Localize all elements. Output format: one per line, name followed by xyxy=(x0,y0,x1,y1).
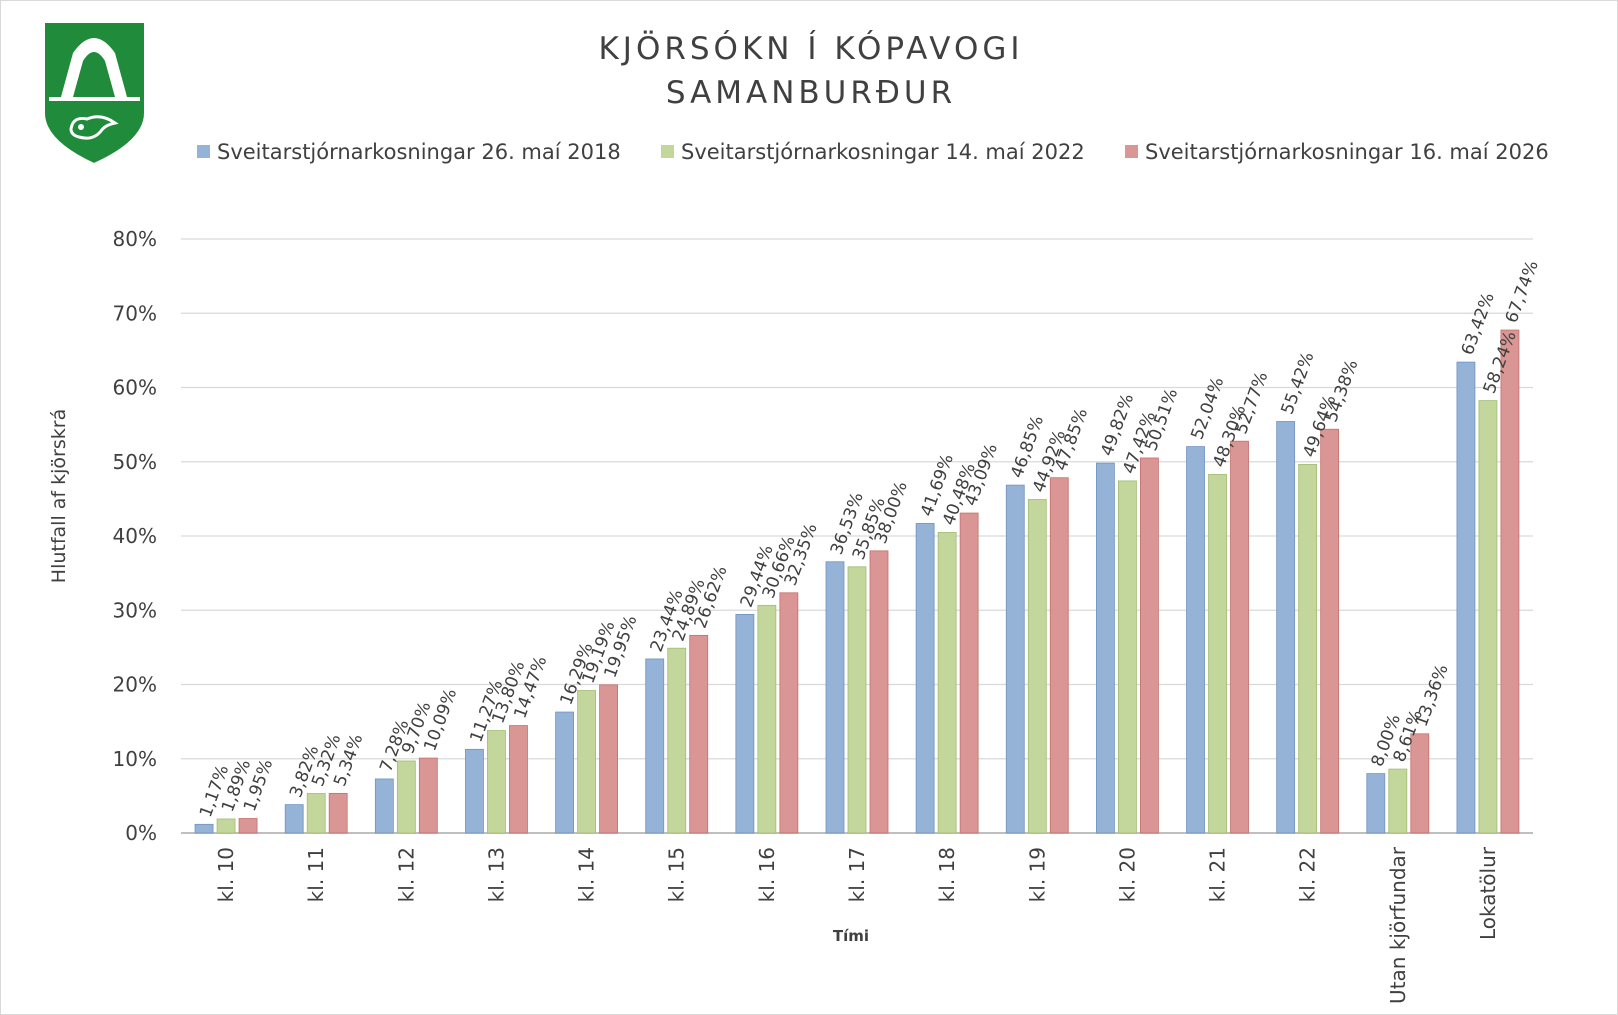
bar xyxy=(194,823,214,834)
x-tick-label: kl. 18 xyxy=(935,847,959,902)
y-tick-label: 10% xyxy=(113,747,157,771)
bar xyxy=(645,658,665,834)
bar xyxy=(306,793,326,834)
x-tick-label: kl. 19 xyxy=(1025,847,1049,902)
x-tick-label: kl. 14 xyxy=(575,847,599,902)
legend-swatch-2022 xyxy=(661,145,674,158)
x-tick-label: kl. 21 xyxy=(1206,847,1230,902)
bar xyxy=(1230,440,1249,834)
bar xyxy=(1186,446,1205,834)
bar xyxy=(509,725,528,834)
x-tick-label: Utan kjörfundar xyxy=(1386,846,1410,1004)
x-tick-label: kl. 13 xyxy=(484,847,508,902)
bar xyxy=(555,711,574,834)
x-tick-label: kl. 12 xyxy=(394,847,418,902)
x-tick-label: Lokatölur xyxy=(1476,846,1500,940)
y-axis-title: Hlutfall af kjörskrá xyxy=(48,409,70,583)
data-label: 54,38% xyxy=(1322,357,1363,425)
bar xyxy=(238,818,258,834)
bar xyxy=(418,757,438,834)
bar xyxy=(1118,480,1137,834)
bar xyxy=(1049,477,1069,834)
data-labels: 1,17%1,89%1,95% 3,82%5,32%5,34% 7,28%9,70%… xyxy=(196,258,1543,820)
y-tick-label: 80% xyxy=(113,227,157,251)
bar xyxy=(1140,457,1159,834)
bar xyxy=(689,634,709,834)
bar xyxy=(1500,329,1520,834)
x-tick-label: kl. 22 xyxy=(1296,847,1320,902)
bar xyxy=(1027,499,1047,834)
data-label: 13,36% xyxy=(1412,662,1453,730)
bar xyxy=(869,550,889,834)
chart-title-line-2: SAMANBURÐUR xyxy=(666,75,956,111)
legend: Sveitarstjórnarkosningar 26. maí 2018 Sv… xyxy=(197,140,1549,164)
bars xyxy=(194,329,1520,834)
y-tick-label: 0% xyxy=(125,821,157,845)
bar xyxy=(487,730,506,834)
x-axis-title: Tími xyxy=(833,927,869,945)
x-tick-label: kl. 20 xyxy=(1115,847,1139,902)
bar xyxy=(779,592,799,834)
bar xyxy=(1478,400,1498,834)
legend-label-2018: Sveitarstjórnarkosningar 26. maí 2018 xyxy=(217,140,621,164)
bar xyxy=(1366,773,1386,834)
bar xyxy=(465,748,484,834)
bar xyxy=(284,804,304,834)
bar xyxy=(577,690,596,834)
bar xyxy=(396,760,416,834)
x-tick-label: kl. 16 xyxy=(755,847,779,902)
y-tick-label: 40% xyxy=(113,524,157,548)
legend-swatch-2018 xyxy=(197,145,210,158)
y-tick-label: 20% xyxy=(113,673,157,697)
bar xyxy=(1298,464,1318,834)
bar xyxy=(328,792,348,834)
bar xyxy=(667,647,687,834)
bar xyxy=(825,561,845,834)
y-tick-label: 70% xyxy=(113,301,157,325)
legend-swatch-2026 xyxy=(1125,145,1138,158)
x-tick-label: kl. 15 xyxy=(665,847,689,902)
bar xyxy=(915,523,935,834)
data-label: 67,74% xyxy=(1502,258,1543,326)
data-label: 63,42% xyxy=(1458,290,1499,358)
y-tick-label: 60% xyxy=(113,376,157,400)
bar xyxy=(757,604,777,834)
legend-label-2026: Sveitarstjórnarkosningar 16. maí 2026 xyxy=(1145,140,1549,164)
bar xyxy=(1320,428,1340,834)
kopavogur-coat-of-arms-icon xyxy=(43,21,146,166)
bar xyxy=(1410,733,1430,834)
bar xyxy=(216,818,236,834)
bar xyxy=(847,566,867,834)
bar xyxy=(374,778,394,834)
bar xyxy=(1276,421,1296,834)
data-label: 52,77% xyxy=(1231,369,1272,437)
data-label: 55,42% xyxy=(1278,349,1319,417)
x-axis-ticks: kl. 10 kl. 11 kl. 12 kl. 13 kl. 14 kl. 15 kl. … xyxy=(214,846,1500,1004)
bar xyxy=(1456,361,1476,834)
bar xyxy=(1388,768,1408,834)
bar xyxy=(1096,462,1115,834)
x-tick-label: kl. 10 xyxy=(214,847,238,902)
y-tick-label: 30% xyxy=(113,598,157,622)
y-axis-ticks: 0% 10% 20% 30% 40% 50% 60% 70% 80% xyxy=(113,227,157,845)
bar xyxy=(1005,484,1025,834)
chart-title-line-1: KJÖRSÓKN Í KÓPAVOGI xyxy=(598,30,1023,67)
bar xyxy=(735,614,755,834)
y-tick-label: 50% xyxy=(113,450,157,474)
bar xyxy=(599,684,618,834)
bar xyxy=(1208,473,1227,834)
legend-label-2022: Sveitarstjórnarkosningar 14. maí 2022 xyxy=(681,140,1085,164)
bar xyxy=(937,532,957,834)
x-tick-label: kl. 17 xyxy=(845,847,869,902)
bar xyxy=(959,512,979,834)
x-tick-label: kl. 11 xyxy=(304,847,328,902)
